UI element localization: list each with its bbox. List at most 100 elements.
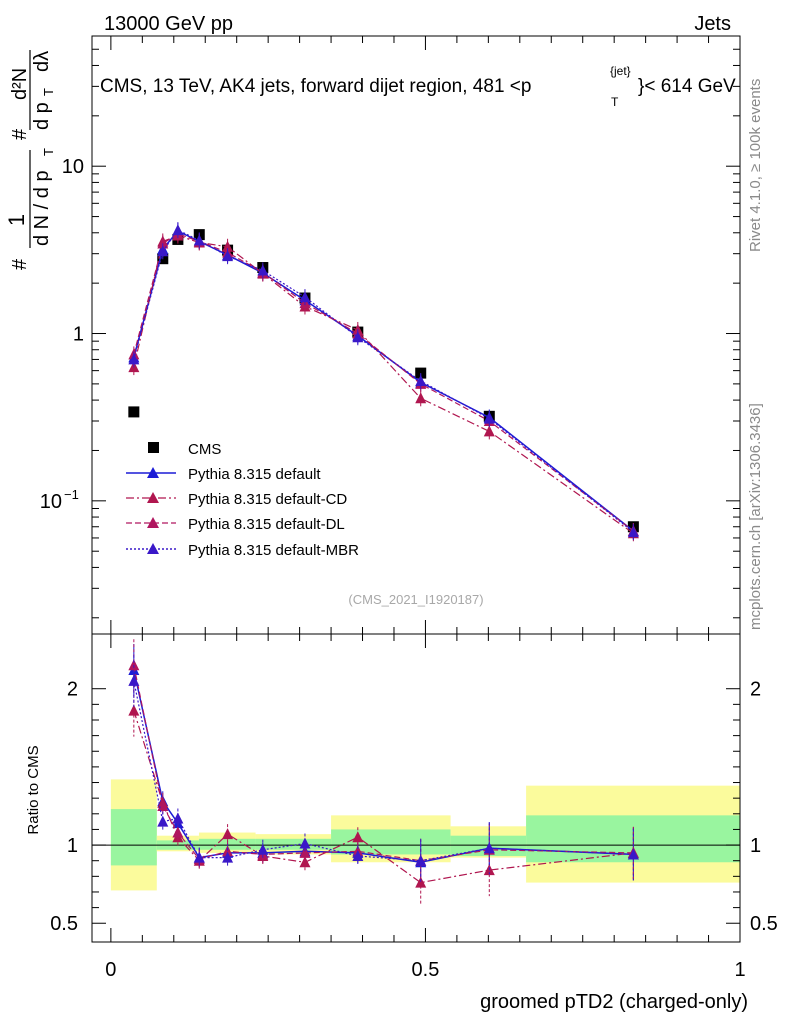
main-line-dl: [133, 233, 634, 532]
ratio-ylabel: Ratio to CMS: [25, 745, 42, 834]
ratio-series-mbr: [128, 654, 639, 883]
legend-label-cms: CMS: [188, 441, 221, 458]
ratio-point-mbr: [483, 842, 495, 854]
main-ytick-label: 1: [73, 324, 84, 346]
legend-marker-mbr: [147, 543, 159, 554]
main-line-default: [133, 230, 634, 532]
ylabel-hash-2: #: [9, 128, 31, 140]
main-series-layer: [128, 222, 639, 542]
ratio-ytick-label-left: 0.5: [50, 913, 78, 935]
ylabel-dpT: d p: [31, 102, 53, 130]
ratio-band-inner: [255, 838, 332, 850]
ylabel-dlambda: dλ: [31, 51, 53, 72]
plot-title: CMS, 13 TeV, AK4 jets, forward dijet reg…: [100, 64, 736, 109]
main-point-mbr: [157, 245, 169, 257]
main-point-mbr: [172, 224, 184, 236]
plot-title-subscript: T: [611, 95, 619, 109]
main-ytick-label: 10: [40, 491, 62, 513]
ratio-plot-frame: [91, 633, 741, 943]
ratio-series-layer: [128, 639, 639, 905]
main-point-cd: [415, 392, 427, 404]
main-ytick-label: 10: [62, 156, 84, 178]
ratio-point-dl: [222, 845, 234, 857]
legend-label-dl: Pythia 8.315 default-DL: [188, 516, 345, 533]
legend-marker-default: [147, 467, 159, 478]
ratio-point-mbr: [352, 850, 364, 862]
ratio-ytick-label-right: 1: [750, 835, 761, 857]
ratio-ytick-label-left: 2: [67, 679, 78, 701]
energy-label: 13000 GeV pp: [104, 13, 233, 35]
main-ylabel: # 1 d N / d p T # d²N d p T dλ: [4, 50, 56, 270]
legend-label-mbr: Pythia 8.315 default-MBR: [188, 542, 359, 559]
ylabel-hash-1: #: [9, 258, 31, 270]
ratio-point-cd: [222, 828, 234, 840]
ylabel-T-2: T: [41, 88, 56, 96]
plot-title-end: }< 614 GeV: [638, 76, 736, 97]
legend-marker-dl: [147, 517, 159, 528]
ratio-band-inner: [110, 809, 157, 866]
main-line-cd: [133, 234, 634, 534]
ratio-point-cd: [415, 876, 427, 888]
ratio-point-cd: [128, 704, 140, 716]
ylabel-d2N: d²N: [9, 68, 31, 100]
main-point-cd: [483, 425, 495, 437]
ratio-point-mbr: [157, 815, 169, 827]
main-axis-ticks: [92, 35, 741, 634]
ratio-point-mbr: [415, 854, 427, 866]
main-point-mbr: [257, 264, 269, 276]
ratio-ytick-label-left: 1: [67, 835, 78, 857]
main-line-mbr: [133, 229, 634, 533]
ratio-tick-labels: 2 2 1 1 0.5 0.5 0 0.5 1: [50, 679, 778, 981]
ratio-point-cd: [299, 856, 311, 868]
ratio-point-mbr: [172, 812, 184, 824]
ratio-point-mbr: [627, 848, 639, 860]
main-point-mbr: [627, 526, 639, 538]
main-point-data: [128, 406, 140, 418]
ylabel-dN: d N / d p: [31, 170, 53, 246]
main-point-mbr: [222, 250, 234, 262]
ratio-line-mbr: [133, 680, 634, 862]
x-axis-label: groomed pTD2 (charged-only): [480, 991, 748, 1013]
plot-title-superscript: {jet}: [610, 64, 631, 78]
main-point-mbr: [193, 234, 205, 246]
ratio-band-inner: [331, 829, 451, 855]
ratio-ytick-label-right: 0.5: [750, 913, 778, 935]
legend-marker-cms: [148, 442, 159, 453]
ratio-point-mbr: [222, 851, 234, 863]
legend: CMS Pythia 8.315 default Pythia 8.315 de…: [126, 441, 359, 559]
main-point-mbr: [352, 331, 364, 343]
xtick-label: 1: [734, 959, 745, 981]
main-point-mbr: [299, 291, 311, 303]
main-point-mbr: [128, 353, 140, 365]
ylabel-one: 1: [4, 214, 29, 226]
ratio-point-mbr: [128, 674, 140, 686]
ratio-point-mbr: [299, 837, 311, 849]
legend-label-default: Pythia 8.315 default: [188, 466, 321, 483]
ylabel-T-1: T: [41, 148, 56, 156]
ratio-ytick-label-right: 2: [750, 679, 761, 701]
legend-marker-cd: [147, 492, 159, 503]
ratio-point-dl: [172, 826, 184, 838]
main-series-mbr: [128, 222, 639, 541]
ratio-point-dl: [128, 659, 140, 671]
main-point-dl: [157, 237, 169, 249]
ratio-point-dl: [299, 846, 311, 858]
ratio-point-mbr: [257, 843, 269, 855]
analysis-id: (CMS_2021_I1920187): [348, 592, 483, 607]
mcplots-label: mcplots.cern.ch [arXiv:1306.3436]: [747, 403, 764, 630]
ratio-point-cd: [352, 831, 364, 843]
xtick-label: 0.5: [412, 959, 440, 981]
rivet-version-label: Rivet 4.1.0, ≥ 100k events: [747, 79, 764, 252]
category-label: Jets: [694, 13, 731, 35]
main-ytick-exponent: −1: [64, 487, 79, 502]
plot-title-main: CMS, 13 TeV, AK4 jets, forward dijet reg…: [100, 76, 531, 97]
main-point-mbr: [415, 375, 427, 387]
legend-label-cd: Pythia 8.315 default-CD: [188, 491, 347, 508]
xtick-label: 0: [105, 959, 116, 981]
ratio-point-mbr: [193, 851, 205, 863]
ratio-uncertainty-bands: [92, 779, 740, 891]
ratio-point-dl: [157, 799, 169, 811]
main-point-mbr: [483, 412, 495, 424]
